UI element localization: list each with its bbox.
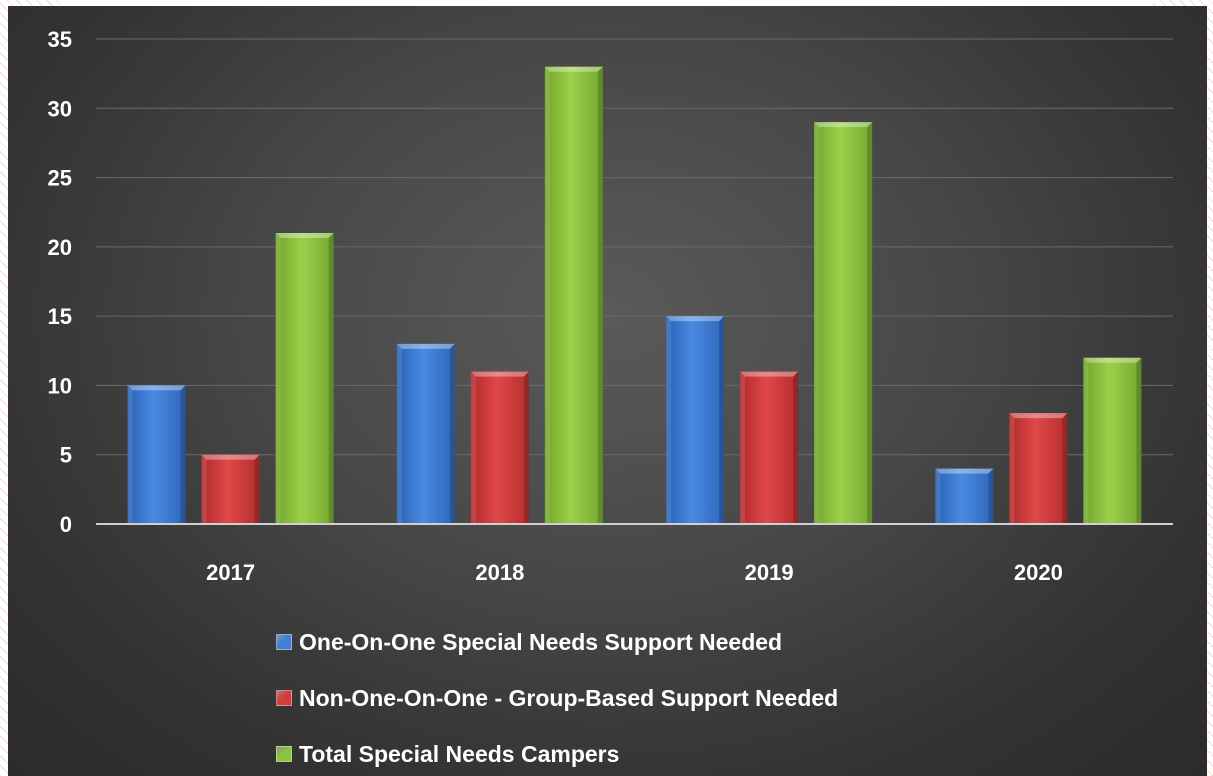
bar-2017-series-2: [275, 233, 334, 524]
bar-bevel-left: [666, 316, 672, 524]
legend-label-one-on-one: One-On-One Special Needs Support Needed: [299, 628, 783, 655]
bar-bevel-top: [740, 371, 799, 377]
legend-swatch-total: [276, 746, 292, 762]
bar-2017-series-1: [201, 454, 260, 524]
bar-bevel-top: [275, 233, 334, 238]
legend-item-total: Total Special Needs Campers: [276, 726, 838, 776]
bar-bevel-left: [740, 371, 746, 524]
bar-bevel-right: [449, 343, 455, 524]
bar-bevel-top: [1083, 357, 1142, 363]
x-axis-tick-labels: 2017 2018 2019 2020: [206, 560, 1063, 585]
legend-label-total: Total Special Needs Campers: [299, 740, 620, 767]
bar-body: [275, 233, 334, 524]
bar-body: [201, 454, 260, 524]
bar-body: [935, 468, 994, 524]
legend-swatch-group-based: [276, 690, 292, 706]
bar-bevel-left: [935, 468, 941, 524]
bar-bevel-left: [127, 385, 133, 524]
y-tick-label: 30: [48, 96, 72, 121]
bar-chart: 0 5 10 15 20 25 30 35 2017 2018 2019 2020: [48, 27, 1173, 585]
y-tick-label: 0: [60, 512, 72, 537]
bar-bevel-right: [1136, 357, 1142, 524]
bar-body: [1009, 413, 1068, 524]
x-tick-label: 2017: [206, 560, 255, 585]
bar-bevel-left: [201, 454, 207, 524]
bar-bevel-right: [793, 371, 799, 524]
bar-2019-series-1: [740, 371, 799, 524]
bar-body: [666, 316, 725, 524]
bars: [127, 66, 1142, 525]
bar-bevel-right: [254, 454, 260, 524]
bar-2018-series-2: [544, 66, 603, 524]
bar-bevel-right: [523, 371, 529, 524]
bar-bevel-right: [719, 316, 725, 524]
bar-body: [1083, 357, 1142, 524]
legend-item-one-on-one: One-On-One Special Needs Support Needed: [276, 614, 838, 670]
bar-bevel-left: [396, 343, 402, 524]
bar-2020-series-0: [935, 468, 994, 524]
bar-bevel-top: [201, 454, 260, 460]
bar-bevel-left: [275, 233, 281, 524]
legend-label-group-based: Non-One-On-One - Group-Based Support Nee…: [299, 684, 839, 711]
y-tick-label: 5: [60, 443, 72, 468]
bar-bevel-right: [867, 122, 873, 525]
x-tick-label: 2019: [745, 560, 794, 585]
bar-bevel-top: [544, 66, 603, 72]
legend: One-On-One Special Needs Support Needed …: [276, 614, 838, 776]
gridlines: [96, 38, 1173, 456]
bar-2017-series-0: [127, 385, 186, 524]
x-tick-label: 2020: [1014, 560, 1063, 585]
bar-bevel-top: [666, 316, 725, 322]
bar-2018-series-0: [396, 343, 455, 524]
bar-bevel-top: [935, 468, 994, 474]
bar-2019-series-0: [666, 316, 725, 524]
chart-panel: 0 5 10 15 20 25 30 35 2017 2018 2019 2020 One-On-O…: [8, 6, 1207, 776]
x-tick-label: 2018: [475, 560, 524, 585]
y-axis-tick-labels: 0 5 10 15 20 25 30 35: [48, 27, 72, 537]
bar-bevel-left: [470, 371, 476, 524]
bar-body: [544, 66, 603, 524]
bar-body: [127, 385, 186, 524]
bar-bevel-top: [396, 343, 455, 349]
legend-swatch-one-on-one: [276, 634, 292, 650]
bar-2018-series-1: [470, 371, 529, 524]
bar-2020-series-1: [1009, 413, 1068, 524]
bar-bevel-right: [1062, 413, 1068, 524]
bar-bevel-left: [544, 66, 550, 524]
legend-item-group-based: Non-One-On-One - Group-Based Support Nee…: [276, 670, 838, 726]
bar-bevel-right: [328, 233, 334, 524]
bar-bevel-right: [180, 385, 186, 524]
bar-bevel-left: [1009, 413, 1015, 524]
bar-body: [396, 343, 455, 524]
bar-body: [470, 371, 529, 524]
y-tick-label: 10: [48, 373, 72, 398]
bar-bevel-left: [1083, 357, 1089, 524]
bar-bevel-right: [988, 468, 994, 524]
bar-bevel-top: [470, 371, 529, 377]
bar-body: [740, 371, 799, 524]
y-tick-label: 20: [48, 235, 72, 260]
bar-bevel-left: [814, 122, 820, 525]
bar-2020-series-2: [1083, 357, 1142, 524]
bar-bevel-top: [814, 122, 873, 128]
bar-2019-series-2: [814, 122, 873, 525]
bar-body: [814, 122, 873, 525]
y-tick-label: 25: [48, 166, 72, 191]
y-tick-label: 15: [48, 304, 72, 329]
bar-bevel-right: [597, 66, 603, 524]
y-tick-label: 35: [48, 27, 72, 52]
bar-bevel-top: [127, 385, 186, 391]
bar-bevel-top: [1009, 413, 1068, 419]
